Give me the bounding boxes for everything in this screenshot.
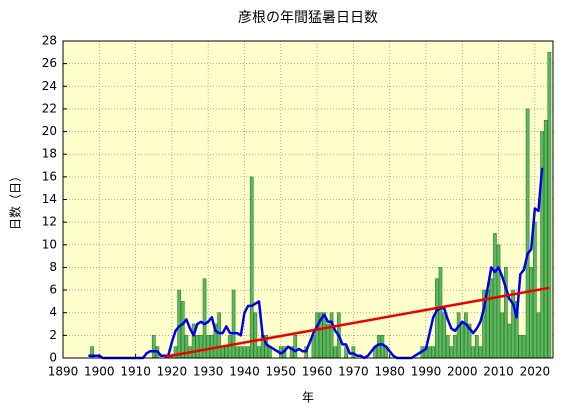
bar — [224, 346, 229, 359]
x-tick-label: 1990 — [411, 365, 442, 379]
x-tick-label: 1900 — [84, 365, 115, 379]
y-tick-label: 26 — [42, 56, 57, 70]
bar — [202, 278, 207, 359]
x-tick-label: 1970 — [338, 365, 369, 379]
plot-frame — [62, 40, 554, 359]
bar — [442, 312, 446, 359]
bar — [489, 278, 494, 359]
y-tick-label: 0 — [49, 351, 57, 365]
bar — [220, 346, 225, 359]
bar — [206, 335, 211, 359]
bar — [380, 335, 385, 359]
bar — [231, 289, 236, 359]
x-tick-label: 1980 — [374, 365, 405, 379]
bar — [431, 346, 436, 359]
x-tick-label: 2020 — [520, 365, 551, 379]
bar — [471, 346, 475, 359]
y-tick-label: 14 — [42, 192, 57, 206]
bar — [525, 108, 530, 359]
bar — [493, 233, 497, 359]
x-tick-label: 1930 — [193, 365, 224, 379]
bar — [496, 244, 501, 359]
bar — [246, 346, 250, 359]
y-tick-label: 22 — [42, 101, 57, 115]
bar — [478, 346, 483, 359]
bar — [522, 335, 526, 359]
bar — [456, 312, 461, 359]
x-tick-label: 2010 — [483, 365, 514, 379]
bar — [228, 335, 232, 359]
bar — [543, 119, 548, 359]
x-axis-label: 年 — [302, 391, 314, 405]
bar — [209, 335, 214, 359]
bar — [253, 312, 258, 359]
bar — [376, 335, 381, 359]
y-tick-label: 28 — [42, 34, 57, 48]
bar — [547, 52, 552, 359]
bar — [177, 289, 181, 359]
bar — [511, 289, 515, 359]
bar — [333, 346, 338, 359]
y-tick-label: 16 — [42, 169, 57, 183]
y-tick-label: 4 — [49, 305, 57, 319]
bar — [315, 312, 319, 359]
bar — [453, 335, 457, 359]
bar — [449, 346, 454, 359]
bar — [199, 335, 203, 359]
bar — [474, 335, 479, 359]
bar — [293, 335, 298, 359]
x-tick-label: 1920 — [157, 365, 188, 379]
y-tick-label: 18 — [42, 147, 57, 161]
y-tick-label: 12 — [42, 215, 57, 229]
x-tick-label: 2000 — [447, 365, 478, 379]
bar — [438, 267, 443, 359]
plot-background — [63, 41, 553, 358]
y-axis-label: 日数（日） — [8, 170, 23, 230]
bar — [195, 335, 200, 359]
bar — [500, 312, 505, 359]
bar — [180, 301, 185, 359]
x-tick-label: 1960 — [302, 365, 333, 379]
bar — [235, 346, 240, 359]
chart-title: 彦根の年間猛暑日日数 — [238, 10, 378, 26]
y-tick-label: 8 — [49, 260, 57, 274]
bar — [326, 323, 330, 359]
y-tick-label: 24 — [42, 79, 57, 93]
y-tick-label: 20 — [42, 124, 57, 138]
bar — [435, 278, 439, 359]
y-tick-label: 2 — [49, 328, 57, 342]
bar — [239, 346, 243, 359]
bar — [151, 335, 156, 359]
bar — [257, 346, 261, 359]
y-tick-label: 6 — [49, 283, 57, 297]
bar — [464, 312, 468, 359]
bar — [427, 346, 432, 359]
bar — [529, 267, 534, 359]
bar — [184, 335, 189, 359]
line — [164, 286, 550, 359]
x-tick-label: 1910 — [120, 365, 151, 379]
bar — [507, 323, 512, 359]
bar — [518, 335, 523, 359]
bar — [540, 131, 544, 359]
bar — [242, 346, 247, 359]
bar — [249, 176, 254, 359]
x-tick-label: 1950 — [266, 365, 297, 379]
bar — [329, 312, 334, 359]
bar — [217, 312, 221, 359]
bar — [460, 323, 465, 359]
y-tick-label: 10 — [42, 237, 57, 251]
bar — [445, 335, 450, 359]
bar — [536, 312, 541, 359]
x-tick-label: 1890 — [48, 365, 79, 379]
x-tick-label: 1940 — [229, 365, 260, 379]
